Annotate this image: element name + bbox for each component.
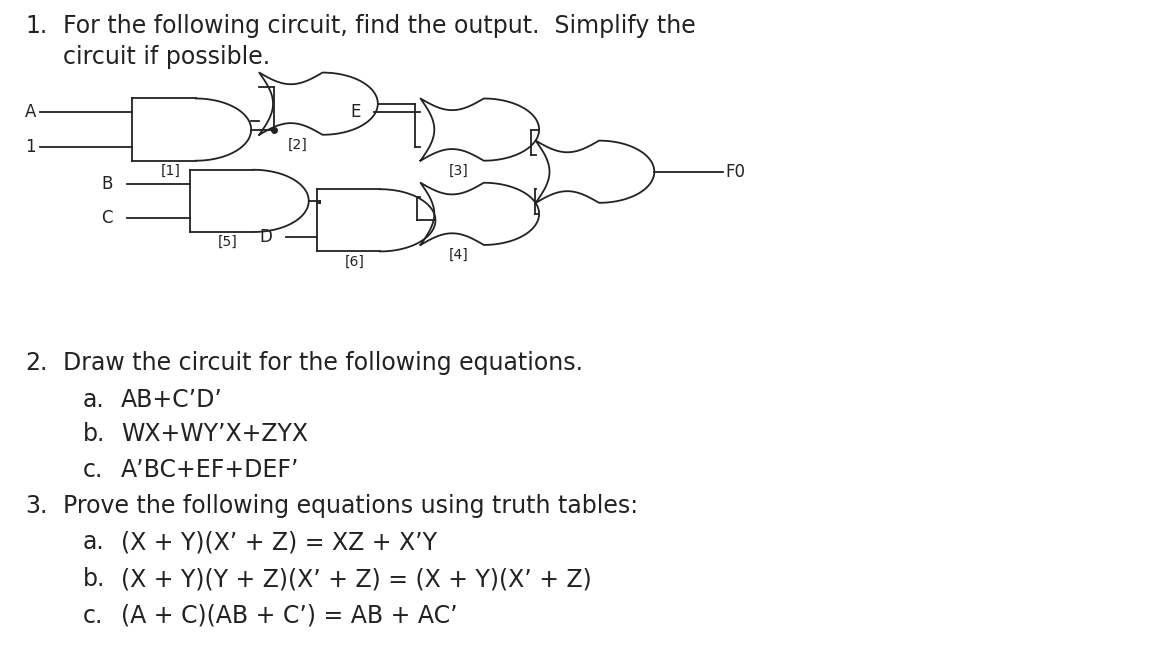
- Polygon shape: [190, 170, 309, 232]
- Polygon shape: [132, 98, 251, 161]
- Text: a.: a.: [83, 388, 105, 411]
- Text: For the following circuit, find the output.  Simplify the: For the following circuit, find the outp…: [63, 14, 696, 38]
- Text: b.: b.: [83, 422, 105, 446]
- Text: Prove the following equations using truth tables:: Prove the following equations using trut…: [63, 494, 638, 518]
- Text: [4]: [4]: [448, 248, 469, 262]
- Text: 2.: 2.: [25, 351, 47, 375]
- Text: c.: c.: [83, 458, 104, 482]
- Text: A’BC+EF+DEF’: A’BC+EF+DEF’: [121, 458, 300, 482]
- Text: Draw the circuit for the following equations.: Draw the circuit for the following equat…: [63, 351, 583, 375]
- Text: B: B: [101, 175, 113, 192]
- Text: [5]: [5]: [218, 235, 238, 249]
- Text: a.: a.: [83, 530, 105, 554]
- Text: [6]: [6]: [344, 255, 365, 269]
- Text: c.: c.: [83, 604, 104, 628]
- Text: 1: 1: [25, 138, 36, 156]
- Polygon shape: [317, 189, 435, 251]
- Text: [2]: [2]: [287, 138, 308, 152]
- Text: D: D: [259, 229, 272, 246]
- Text: (A + C)(AB + C’) = AB + AC’: (A + C)(AB + C’) = AB + AC’: [121, 604, 457, 628]
- Text: A: A: [25, 104, 37, 121]
- Text: C: C: [101, 209, 113, 227]
- Text: E: E: [350, 104, 361, 121]
- Polygon shape: [259, 73, 378, 135]
- Polygon shape: [420, 183, 539, 245]
- Text: (X + Y)(X’ + Z) = XZ + X’Y: (X + Y)(X’ + Z) = XZ + X’Y: [121, 530, 437, 554]
- Text: F0: F0: [726, 163, 745, 181]
- Text: circuit if possible.: circuit if possible.: [63, 45, 271, 69]
- Text: AB+C’D’: AB+C’D’: [121, 388, 222, 411]
- Text: 1.: 1.: [25, 14, 47, 38]
- Text: (X + Y)(Y + Z)(X’ + Z) = (X + Y)(X’ + Z): (X + Y)(Y + Z)(X’ + Z) = (X + Y)(X’ + Z): [121, 567, 592, 591]
- Polygon shape: [420, 98, 539, 161]
- Text: b.: b.: [83, 567, 105, 591]
- Text: WX+WY’X+ZYX: WX+WY’X+ZYX: [121, 422, 308, 446]
- Polygon shape: [536, 141, 654, 203]
- Text: 3.: 3.: [25, 494, 47, 518]
- Text: [3]: [3]: [448, 164, 469, 178]
- Text: [1]: [1]: [160, 164, 181, 178]
